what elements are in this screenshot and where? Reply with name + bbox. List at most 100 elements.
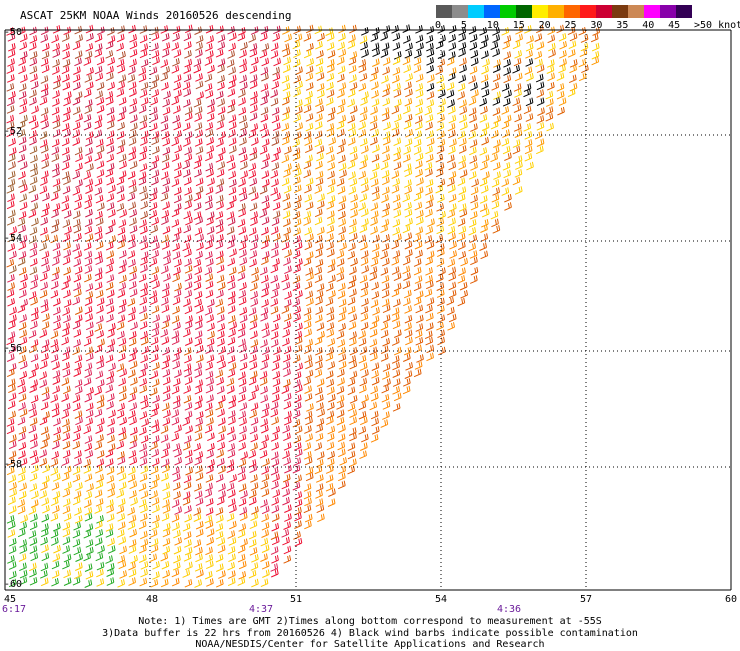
wind-barb xyxy=(173,121,182,131)
wind-barb xyxy=(249,48,258,58)
wind-barb xyxy=(304,497,312,507)
wind-barb xyxy=(361,394,369,403)
wind-barb xyxy=(381,384,390,394)
wind-barb xyxy=(162,177,171,187)
wind-barb xyxy=(152,314,160,323)
wind-barb xyxy=(512,176,521,186)
wind-barb xyxy=(206,417,214,426)
wind-barb xyxy=(117,456,126,466)
wind-barb xyxy=(260,313,268,322)
wind-barb xyxy=(271,522,280,532)
wind-barb xyxy=(29,384,37,393)
wind-barb xyxy=(413,258,422,267)
wind-barb xyxy=(402,256,411,266)
wind-barb xyxy=(359,138,368,147)
wind-barb xyxy=(6,83,15,92)
wind-barb xyxy=(303,33,312,42)
wind-barb xyxy=(184,281,193,290)
wind-barb xyxy=(140,210,148,220)
wind-barb xyxy=(249,520,258,530)
wind-barb xyxy=(40,75,49,84)
wind-barb xyxy=(337,377,345,386)
wind-barb xyxy=(116,203,125,212)
wind-barb xyxy=(413,57,422,66)
wind-barb xyxy=(40,227,48,236)
wind-barb xyxy=(260,386,268,395)
wind-barb xyxy=(28,403,36,412)
wind-barb xyxy=(8,410,16,420)
wind-barb xyxy=(281,122,290,132)
wind-barb xyxy=(184,376,193,386)
wind-barb xyxy=(84,435,93,444)
wind-barb xyxy=(29,242,38,251)
legend-swatch xyxy=(612,5,628,18)
wind-barb xyxy=(271,249,279,259)
wind-barb xyxy=(284,163,292,172)
wind-barb xyxy=(425,187,433,196)
wind-barb xyxy=(437,58,446,68)
wind-barb xyxy=(470,256,478,266)
wind-barb xyxy=(284,265,292,275)
wind-barb xyxy=(548,49,556,58)
wind-barb xyxy=(394,329,402,338)
wind-barb xyxy=(116,58,125,68)
wind-barb xyxy=(261,288,269,298)
wind-barb xyxy=(30,193,39,203)
wind-barb xyxy=(31,217,39,227)
wind-barb xyxy=(195,250,203,260)
wind-barb xyxy=(435,154,444,163)
wind-barb xyxy=(326,241,334,251)
wind-barb xyxy=(162,442,171,452)
wind-barb xyxy=(85,138,93,147)
wind-barb xyxy=(359,346,368,355)
wind-barb xyxy=(326,32,335,42)
wind-barb xyxy=(360,442,368,451)
wind-barb xyxy=(20,273,28,283)
wind-barb xyxy=(138,499,147,508)
wind-barb xyxy=(20,74,28,83)
wind-barb xyxy=(315,424,324,434)
wind-barb xyxy=(468,97,477,106)
wind-barb xyxy=(184,402,193,411)
wind-barb xyxy=(426,344,435,354)
wind-barb xyxy=(273,192,281,202)
wind-barb xyxy=(52,129,61,138)
wind-barb xyxy=(569,74,577,84)
wind-barb xyxy=(391,185,400,194)
wind-barb xyxy=(327,210,335,219)
wind-barb xyxy=(305,113,314,122)
wind-barb xyxy=(207,322,215,332)
wind-barb xyxy=(72,96,81,106)
wind-barb xyxy=(96,145,105,154)
wind-barb xyxy=(40,562,49,572)
wind-barb xyxy=(40,83,49,92)
wind-barb xyxy=(173,227,182,236)
wind-barb xyxy=(457,232,466,242)
wind-barb xyxy=(84,105,93,115)
wind-barb xyxy=(272,370,281,380)
wind-barb xyxy=(173,74,182,83)
wind-barb xyxy=(293,434,302,444)
wind-barb xyxy=(17,499,25,508)
wind-barb xyxy=(129,440,137,450)
wind-barb xyxy=(327,386,335,396)
wind-barb xyxy=(39,371,47,380)
wind-barb xyxy=(83,458,91,468)
wind-barb xyxy=(74,507,82,516)
wind-barb xyxy=(479,147,488,156)
wind-barb xyxy=(193,211,202,220)
wind-barb xyxy=(337,73,345,83)
wind-barb xyxy=(106,130,115,139)
wind-barb xyxy=(40,570,48,579)
wind-barb xyxy=(227,385,235,394)
wind-barb xyxy=(260,578,269,588)
wind-barb xyxy=(152,56,160,66)
wind-barb xyxy=(371,42,380,52)
wind-barb xyxy=(283,368,291,378)
wind-barb xyxy=(315,355,323,364)
wind-barb xyxy=(293,379,301,388)
wind-barb xyxy=(226,154,235,164)
wind-barb xyxy=(150,544,159,554)
wind-barb xyxy=(415,337,424,346)
wind-barb xyxy=(305,290,314,300)
